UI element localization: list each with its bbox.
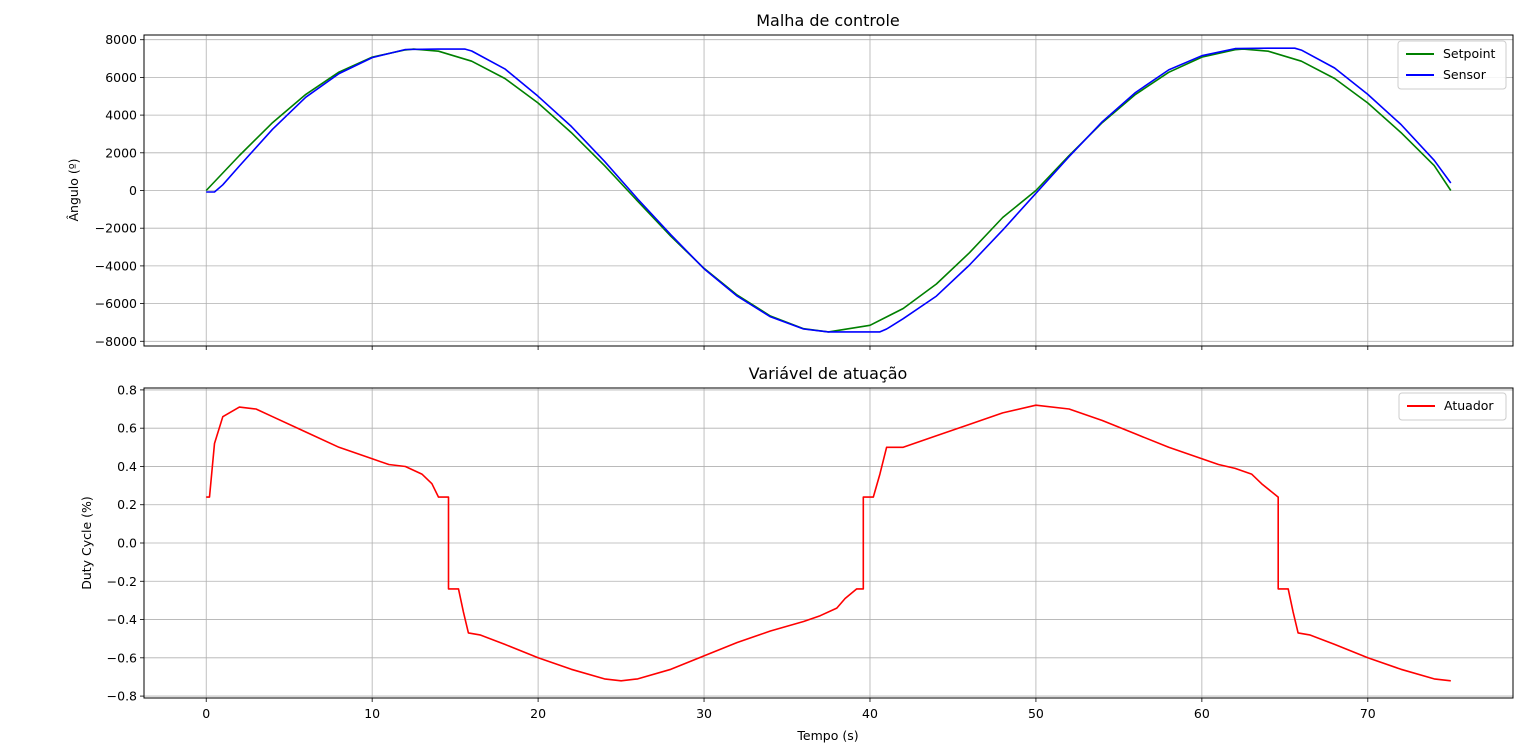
y-tick-label: 0.4 xyxy=(117,459,137,474)
series-layer xyxy=(206,404,1451,682)
x-tick-label: 20 xyxy=(530,706,546,721)
x-tick-label: 60 xyxy=(1194,706,1210,721)
series-layer xyxy=(205,47,1452,333)
legend: Setpoint Sensor xyxy=(1397,40,1507,90)
chart-title: Variável de atuação xyxy=(749,364,908,383)
legend: Atuador xyxy=(1398,392,1507,421)
x-axis-ticks: 0 10 20 30 40 50 60 70 xyxy=(202,698,1376,721)
y-tick-label: 0 xyxy=(129,183,137,198)
x-tick-label: 0 xyxy=(202,706,210,721)
plot-frame xyxy=(143,34,1514,347)
chart-variavel-de-atuacao: Variável de atuação 0 10 20 30 40 50 60 70 −0.8… xyxy=(79,364,1514,743)
y-tick-label: 0.0 xyxy=(117,536,137,551)
y-tick-label: 0.8 xyxy=(117,382,137,397)
x-tick-label: 70 xyxy=(1360,706,1376,721)
y-tick-label: −4000 xyxy=(95,258,137,273)
y-tick-label: −2000 xyxy=(95,221,137,236)
y-axis-ticks: −8000 −6000 −4000 −2000 0 2000 4000 6000 8000 xyxy=(95,32,144,349)
y-tick-label: −0.8 xyxy=(107,689,137,704)
y-tick-label: −0.2 xyxy=(107,574,137,589)
y-tick-label: 8000 xyxy=(105,32,137,47)
y-tick-label: 0.6 xyxy=(117,421,137,436)
y-tick-label: −6000 xyxy=(95,296,137,311)
y-axis-label: Duty Cycle (%) xyxy=(79,496,94,590)
legend-label-sensor: Sensor xyxy=(1443,67,1487,82)
y-tick-label: 0.2 xyxy=(117,497,137,512)
x-tick-label: 30 xyxy=(696,706,712,721)
y-tick-label: 6000 xyxy=(105,70,137,85)
series-line-sensor xyxy=(206,47,1452,333)
legend-label-atuador: Atuador xyxy=(1444,398,1494,413)
x-axis-ticks xyxy=(205,346,1369,350)
x-tick-label: 10 xyxy=(364,706,380,721)
y-axis-label: Ângulo (º) xyxy=(66,158,81,221)
grid xyxy=(144,388,1513,698)
y-tick-label: −8000 xyxy=(95,334,137,349)
legend-label-setpoint: Setpoint xyxy=(1443,46,1496,61)
plot-frame xyxy=(143,387,1514,699)
y-axis-ticks: −0.8 −0.6 −0.4 −0.2 0.0 0.2 0.4 0.6 0.8 xyxy=(107,382,144,704)
series-line-atuador xyxy=(206,404,1451,682)
chart-title: Malha de controle xyxy=(756,11,899,30)
x-tick-label: 50 xyxy=(1028,706,1044,721)
x-axis-label: Tempo (s) xyxy=(796,728,858,743)
legend-frame xyxy=(1398,392,1507,421)
x-tick-label: 40 xyxy=(862,706,878,721)
y-tick-label: 4000 xyxy=(105,108,137,123)
chart-malha-de-controle: Malha de controle −8000 −6000 −4000 −2000 0 2… xyxy=(66,11,1514,350)
y-tick-label: −0.6 xyxy=(107,650,137,665)
y-tick-label: 2000 xyxy=(105,145,137,160)
y-tick-label: −0.4 xyxy=(107,612,137,627)
